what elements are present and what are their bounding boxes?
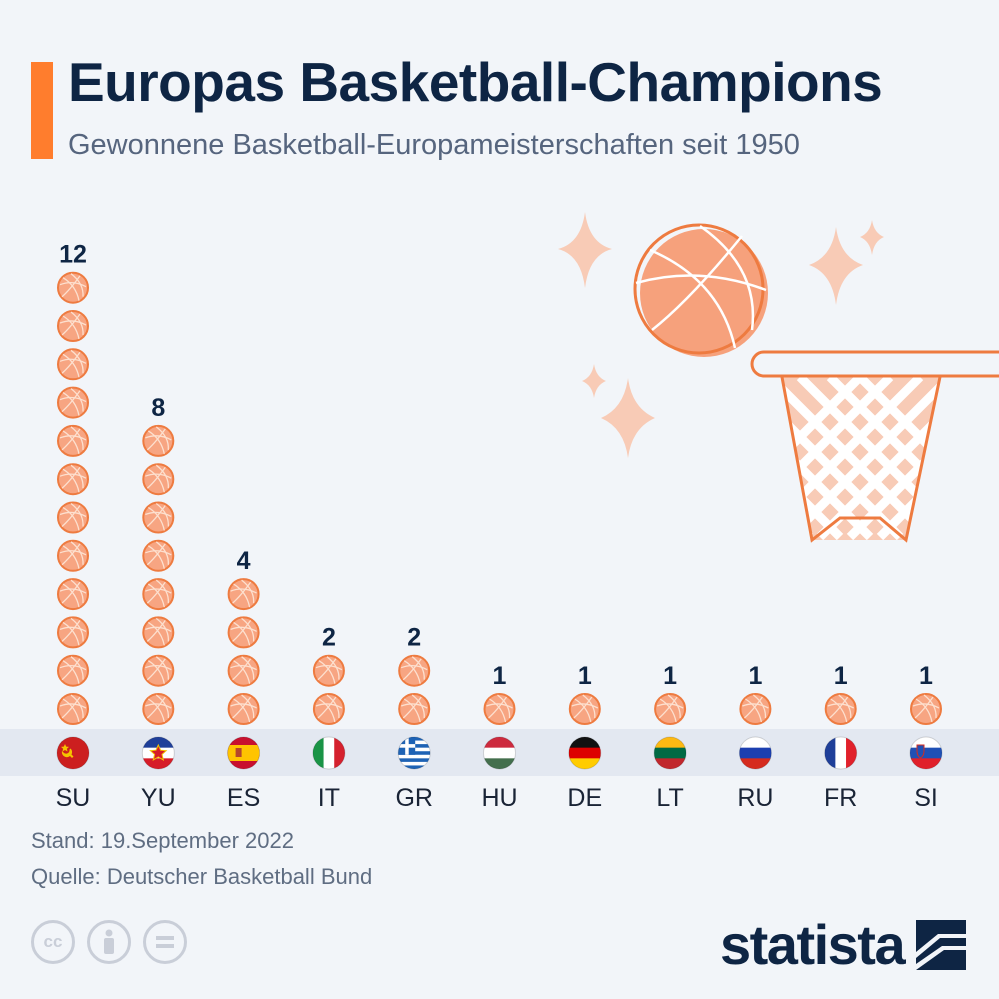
category-label: DE <box>567 784 602 812</box>
category-label: SI <box>914 784 938 812</box>
bar-su <box>57 271 89 725</box>
accent-bar <box>31 62 53 159</box>
basketball-icon <box>57 310 89 342</box>
basketball-icon <box>739 693 772 725</box>
basketball-icon <box>142 539 175 572</box>
germany-flag-icon <box>568 737 601 769</box>
basketball-icon <box>57 578 89 611</box>
basketball-icon <box>227 654 260 687</box>
bar-yu <box>142 424 175 725</box>
basket-hoop-illustration <box>750 350 999 543</box>
value-label: 1 <box>578 662 592 690</box>
date-note: Stand: 19.September 2022 <box>31 828 294 853</box>
bar-de <box>568 693 601 725</box>
basketball-icon <box>142 578 175 611</box>
nd-icon[interactable] <box>143 920 187 964</box>
yugoslavia-flag-icon <box>142 737 175 769</box>
value-label: 1 <box>493 662 507 690</box>
basketball-icon <box>57 539 89 572</box>
bar-si <box>910 693 942 725</box>
category-label: LT <box>656 784 683 812</box>
category-label: SU <box>56 784 91 812</box>
brand-name: statista <box>720 913 906 976</box>
basketball-icon <box>142 616 175 649</box>
basketball-icon <box>57 463 89 496</box>
basketball-icon <box>57 693 89 725</box>
statista-mark-icon <box>916 919 967 970</box>
value-label: 1 <box>748 662 762 690</box>
soviet-flag-icon <box>57 737 89 769</box>
statista-logo[interactable]: statista <box>720 912 967 977</box>
value-label: 1 <box>663 662 677 690</box>
basketball-icon <box>142 424 175 457</box>
category-label: YU <box>141 784 176 812</box>
value-label: 2 <box>407 624 421 652</box>
basketball-icon <box>57 424 89 457</box>
basketball-icon <box>227 578 260 611</box>
basketball-icon <box>910 693 942 725</box>
category-label: FR <box>824 784 857 812</box>
basketball-icon <box>398 654 431 687</box>
bar-hu <box>483 693 516 725</box>
basketball-icon <box>483 693 516 725</box>
basketball-icon <box>227 616 260 649</box>
basketball-illustration <box>633 223 768 357</box>
basketball-icon <box>142 654 175 687</box>
basketball-icon <box>57 386 89 419</box>
bar-lt <box>654 693 687 725</box>
category-label: HU <box>481 784 517 812</box>
basketball-icon <box>57 501 89 534</box>
basketball-icon <box>227 693 260 725</box>
value-label: 1 <box>919 662 933 690</box>
basketball-icon <box>142 693 175 725</box>
value-label: 4 <box>237 547 251 575</box>
slovenia-flag-icon <box>910 737 942 769</box>
cc-icon[interactable]: cc <box>31 920 75 964</box>
basketball-icon <box>142 501 175 534</box>
category-label: GR <box>395 784 433 812</box>
basketball-icon <box>312 693 345 725</box>
basketball-icon <box>312 654 345 687</box>
basketball-icon <box>142 463 175 496</box>
bar-it <box>312 654 345 725</box>
basketball-icon <box>57 616 89 649</box>
value-label: 1 <box>834 662 848 690</box>
value-label: 12 <box>59 241 87 269</box>
basketball-icon <box>57 271 89 304</box>
spain-flag-icon <box>227 737 260 769</box>
hungary-flag-icon <box>483 737 516 769</box>
value-label: 2 <box>322 624 336 652</box>
category-label: IT <box>318 784 340 812</box>
license-icons: cc <box>31 920 187 964</box>
basketball-icon <box>398 693 431 725</box>
page-subtitle: Gewonnene Basketball-Europameisterschaft… <box>68 129 800 161</box>
france-flag-icon <box>824 737 857 769</box>
value-label: 8 <box>151 394 165 422</box>
basketball-icon <box>57 654 89 687</box>
page-title: Europas Basketball-Champions <box>68 51 883 113</box>
italy-flag-icon <box>312 737 345 769</box>
basketball-icon <box>568 693 601 725</box>
by-icon[interactable] <box>87 920 131 964</box>
bar-es <box>227 578 260 725</box>
bar-ru <box>739 693 772 725</box>
bar-gr <box>398 654 431 725</box>
lithuania-flag-icon <box>654 737 687 769</box>
category-label: RU <box>737 784 773 812</box>
source-note: Quelle: Deutscher Basketball Bund <box>31 864 373 889</box>
bar-fr <box>824 693 857 725</box>
basketball-icon <box>654 693 687 725</box>
decoration-illustration <box>558 212 999 543</box>
basketball-icon <box>57 348 89 381</box>
russia-flag-icon <box>739 737 772 769</box>
category-label: ES <box>227 784 260 812</box>
sparkle-icon <box>558 212 884 458</box>
basketball-icon <box>824 693 857 725</box>
